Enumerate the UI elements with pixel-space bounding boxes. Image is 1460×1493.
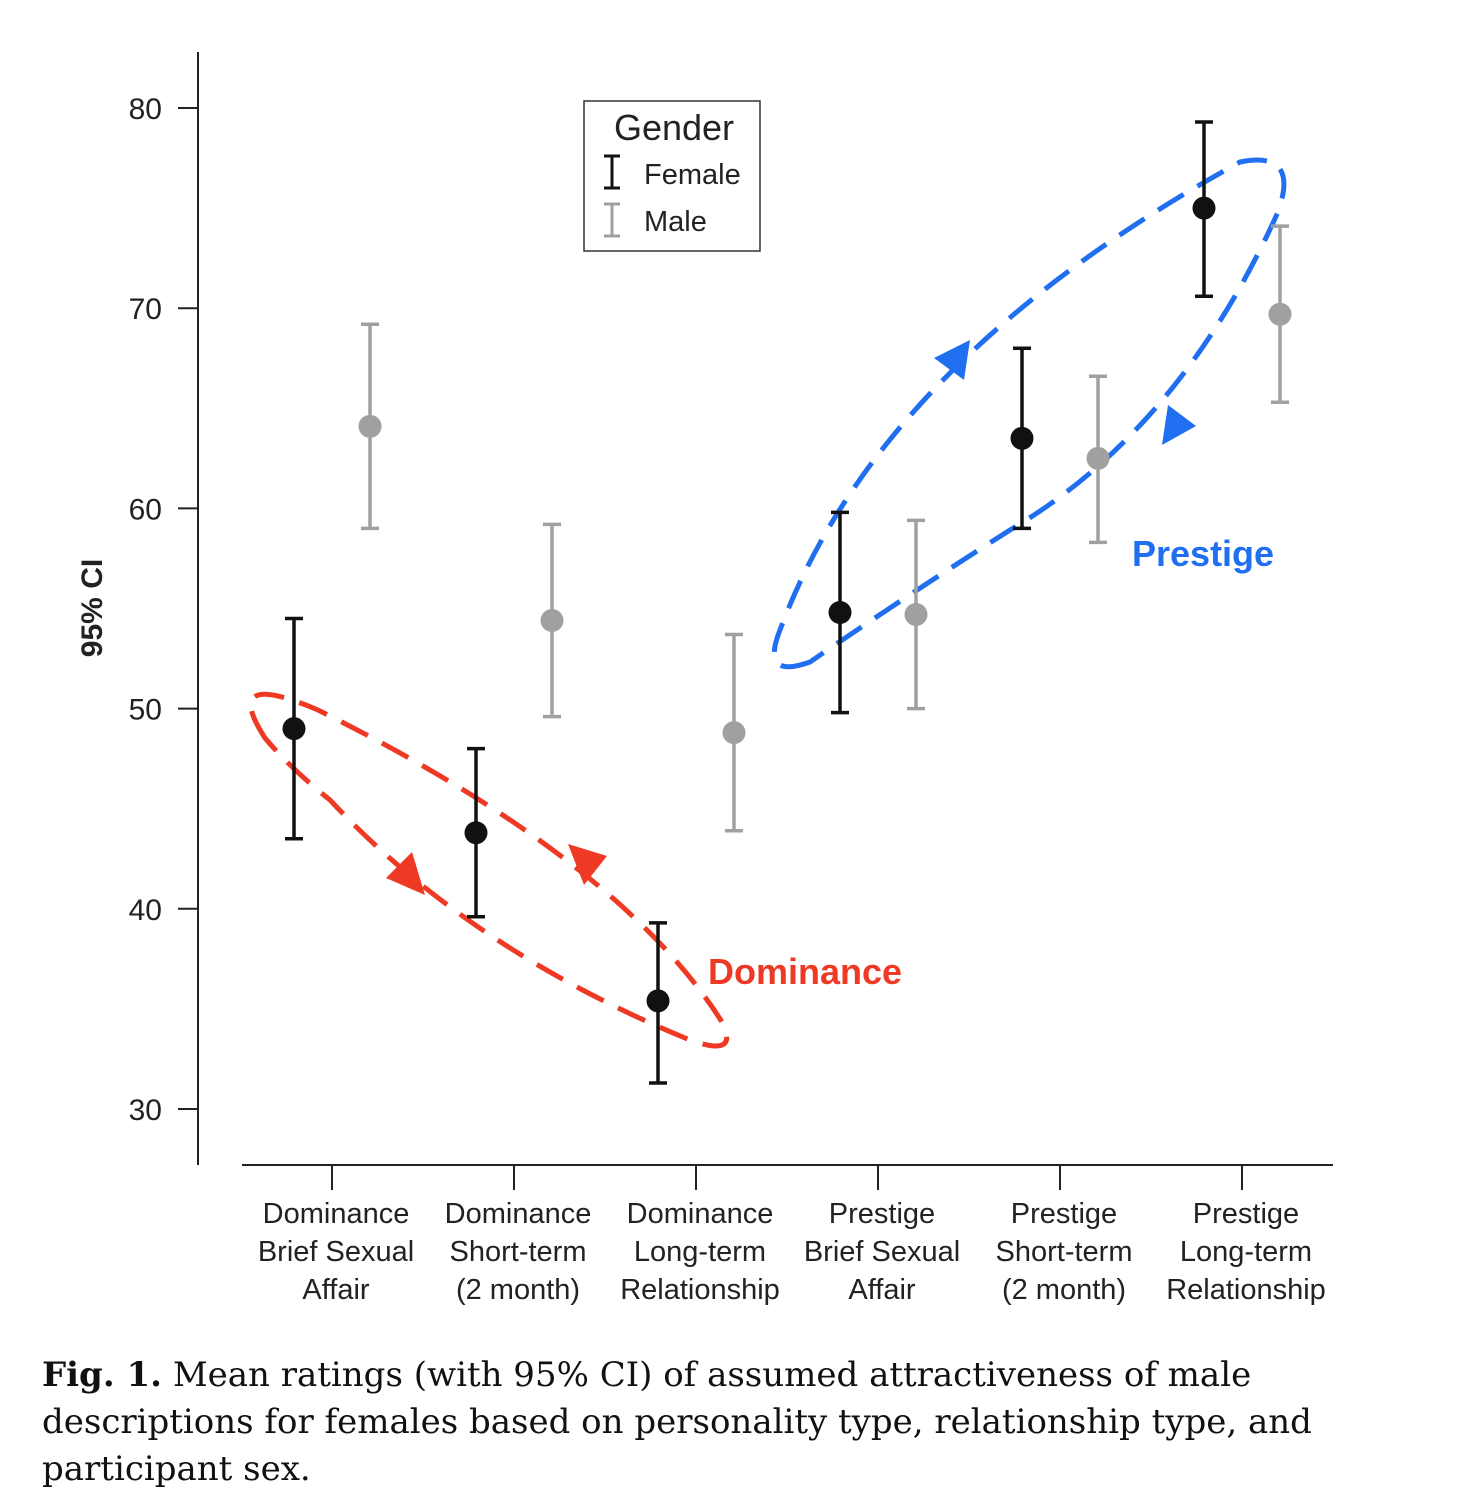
- male-mean-point: [722, 721, 746, 745]
- x-tick-label-line: Brief Sexual: [804, 1236, 960, 1268]
- female-mean-point: [282, 717, 306, 741]
- female-point-group: [646, 921, 670, 1085]
- figure-caption: Fig. 1. Mean ratings (with 95% CI) of as…: [42, 1352, 1432, 1493]
- dominance-arrow-down: [386, 852, 425, 895]
- y-tick-label: 60: [129, 493, 162, 526]
- x-tick-label-line: Long-term: [1180, 1236, 1312, 1268]
- x-tick-label-line: Dominance: [263, 1198, 410, 1230]
- female-mean-point: [646, 989, 670, 1013]
- x-tick-label-line: (2 month): [456, 1274, 580, 1306]
- female-point-group: [1192, 120, 1216, 298]
- prestige-label: Prestige: [1132, 533, 1274, 574]
- x-tick-label: Prestige Short-term (2 month): [996, 1198, 1133, 1306]
- x-tick-label: Dominance Brief Sexual Affair: [258, 1198, 414, 1306]
- data-marks: [282, 120, 1292, 1085]
- x-tick-label-line: Prestige: [829, 1198, 935, 1230]
- y-tick-label: 50: [129, 694, 162, 727]
- male-point-group: [1086, 374, 1110, 545]
- male-point-group: [904, 518, 928, 711]
- dominance-label: Dominance: [708, 951, 902, 992]
- chart: 30 40 50 60 70 80 Dominance Brief Sexual Affair…: [76, 52, 1333, 1306]
- dominance-dashed-loop: [248, 691, 730, 1049]
- caption-text: Mean ratings (with 95% CI) of assumed at…: [42, 1355, 1312, 1489]
- prestige-annotation: Prestige: [771, 157, 1287, 670]
- x-tick-label-line: Prestige: [1011, 1198, 1117, 1230]
- x-tick-label-line: Brief Sexual: [258, 1236, 414, 1268]
- female-mean-point: [828, 601, 852, 625]
- x-tick-label-line: Affair: [302, 1274, 370, 1306]
- x-tick-label: Prestige Long-term Relationship: [1166, 1198, 1326, 1306]
- male-point-group: [358, 322, 382, 531]
- legend-female-label: Female: [644, 159, 741, 191]
- male-point-group: [540, 522, 564, 719]
- male-mean-point: [358, 414, 382, 438]
- legend-title: Gender: [614, 107, 734, 148]
- x-tick-label: Dominance Short-term (2 month): [445, 1198, 592, 1306]
- y-tick-label: 30: [129, 1094, 162, 1127]
- male-point-group: [1268, 224, 1292, 405]
- legend-female-icon: [604, 154, 620, 190]
- female-point-group: [464, 746, 488, 919]
- male-mean-point: [540, 609, 564, 633]
- prestige-arrow-up: [934, 340, 970, 380]
- dominance-arrow-up: [568, 844, 607, 885]
- prestige-dashed-loop: [771, 157, 1287, 670]
- legend: Gender Female Male: [583, 100, 761, 252]
- female-point-group: [282, 616, 306, 841]
- prestige-arrow-down: [1162, 405, 1196, 445]
- female-mean-point: [464, 821, 488, 845]
- y-tick-label: 40: [129, 894, 162, 927]
- y-ticks: 30 40 50 60 70 80: [129, 93, 198, 1127]
- legend-male-icon: [604, 202, 620, 238]
- male-mean-point: [904, 603, 928, 627]
- x-tick-label-line: Dominance: [445, 1198, 592, 1230]
- x-tick-label-line: Long-term: [634, 1236, 766, 1268]
- x-tick-label-line: Affair: [848, 1274, 916, 1306]
- y-tick-label: 70: [129, 293, 162, 326]
- x-tick-label-line: Short-term: [450, 1236, 587, 1268]
- y-tick-label: 80: [129, 93, 162, 126]
- x-ticks: Dominance Brief Sexual Affair Dominance Shor…: [258, 1165, 1326, 1306]
- male-point-group: [722, 632, 746, 833]
- caption-label: Fig. 1.: [42, 1355, 162, 1395]
- dominance-annotation: Dominance: [248, 691, 902, 1049]
- male-mean-point: [1086, 446, 1110, 470]
- x-tick-label: Dominance Long-term Relationship: [620, 1198, 780, 1306]
- legend-male-label: Male: [644, 206, 707, 238]
- female-mean-point: [1192, 196, 1216, 220]
- x-tick-label-line: (2 month): [1002, 1274, 1126, 1306]
- y-axis-label: 95% CI: [76, 559, 109, 657]
- x-tick-label-line: Short-term: [996, 1236, 1133, 1268]
- x-tick-label-line: Relationship: [620, 1274, 780, 1306]
- female-mean-point: [1010, 426, 1034, 450]
- female-point-group: [1010, 346, 1034, 531]
- x-tick-label: Prestige Brief Sexual Affair: [804, 1198, 960, 1306]
- male-mean-point: [1268, 302, 1292, 326]
- x-tick-label-line: Prestige: [1193, 1198, 1299, 1230]
- x-tick-label-line: Dominance: [627, 1198, 774, 1230]
- female-point-group: [828, 510, 852, 715]
- x-tick-label-line: Relationship: [1166, 1274, 1326, 1306]
